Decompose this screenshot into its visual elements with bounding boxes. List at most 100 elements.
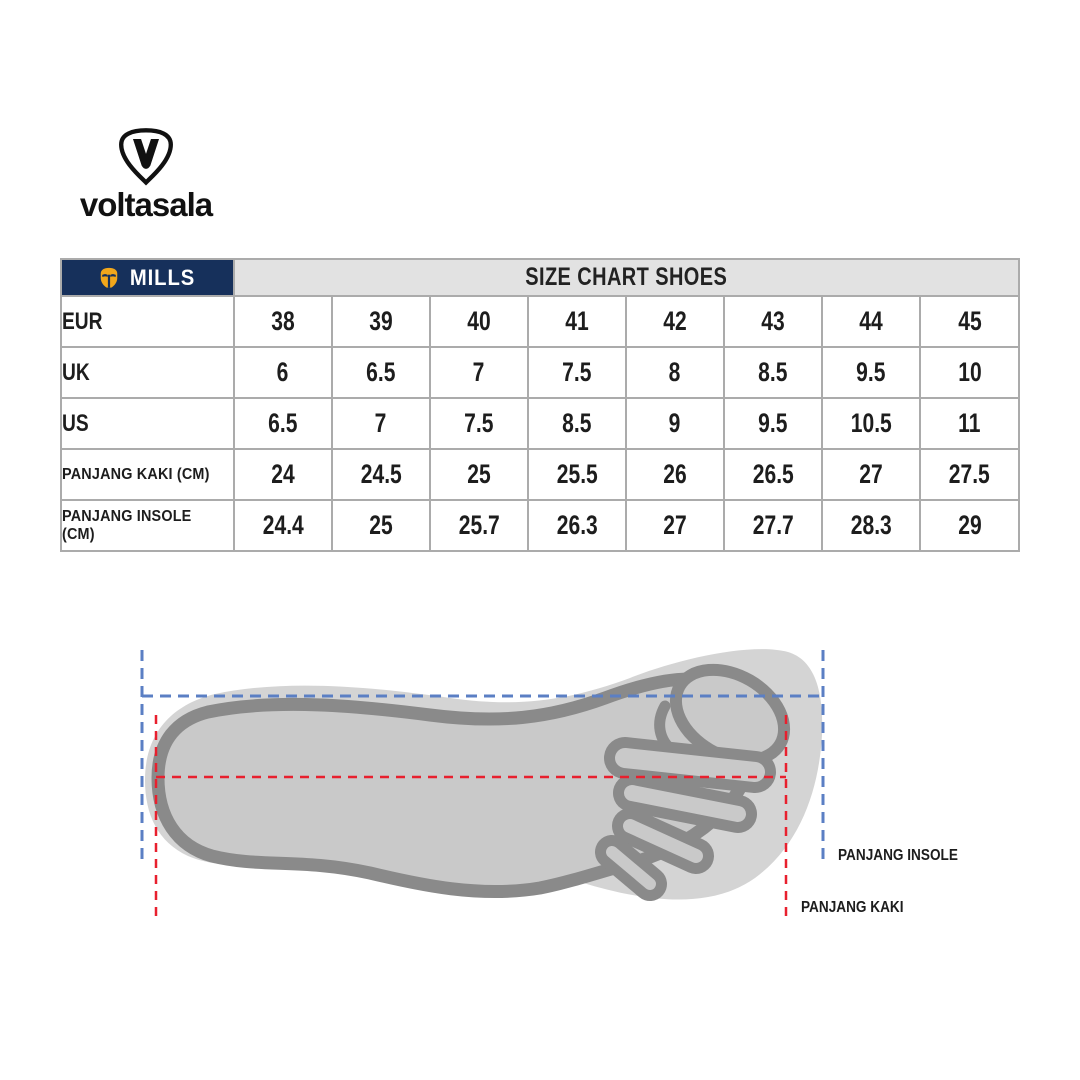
size-value: 8.5 <box>562 408 592 438</box>
size-value: 10 <box>957 357 982 387</box>
size-cell: 27 <box>625 499 725 552</box>
size-cell: 25 <box>429 448 529 501</box>
toe-3-fill <box>624 785 746 822</box>
size-cell: 24.4 <box>233 499 333 552</box>
size-cell: 7.5 <box>527 346 627 399</box>
size-value: 11 <box>958 408 981 438</box>
table-header-row: MILLS SIZE CHART SHOES <box>60 258 1021 297</box>
size-value: 29 <box>957 510 982 540</box>
size-value: 40 <box>467 306 491 336</box>
size-value: 7.5 <box>562 357 592 387</box>
size-cell: 40 <box>429 295 529 348</box>
size-cell: 27 <box>821 448 921 501</box>
row-label: PANJANG INSOLE (CM) <box>62 507 192 543</box>
size-cell: 45 <box>918 295 1021 348</box>
size-value: 25 <box>467 459 491 489</box>
voltasala-logo: voltasala <box>55 120 245 230</box>
size-cell: 9.5 <box>821 346 921 399</box>
toe-2-fill <box>615 748 765 782</box>
size-value: 45 <box>957 306 982 336</box>
size-cell: 27.5 <box>918 448 1021 501</box>
size-value: 7 <box>375 408 387 438</box>
row-label: US <box>62 409 89 437</box>
size-cell: 25.7 <box>429 499 529 552</box>
size-value: 9 <box>669 408 681 438</box>
size-cell: 25 <box>331 499 431 552</box>
size-cell: 8.5 <box>723 346 823 399</box>
size-value: 24 <box>271 459 295 489</box>
size-value: 27 <box>859 459 883 489</box>
size-value: 24.5 <box>360 459 402 489</box>
size-cell: 6.5 <box>331 346 431 399</box>
helmet-icon <box>100 267 117 288</box>
row-label: PANJANG KAKI (CM) <box>62 465 210 483</box>
size-cell: 9.5 <box>723 397 823 450</box>
size-cell: 6 <box>233 346 333 399</box>
insole-length-label: PANJANG INSOLE <box>838 847 958 864</box>
size-value: 6.5 <box>268 408 298 438</box>
size-cell: 8 <box>625 346 725 399</box>
size-value: 6.5 <box>366 357 396 387</box>
toe-4-fill <box>623 819 703 863</box>
size-value: 25.5 <box>556 459 598 489</box>
size-cell: 28.3 <box>821 499 921 552</box>
size-value: 41 <box>565 306 589 336</box>
table-row-panjang-insole: PANJANG INSOLE (CM) 24.4 25 25.7 26.3 27… <box>60 499 1021 552</box>
size-cell: 26.5 <box>723 448 823 501</box>
size-cell: 24 <box>233 448 333 501</box>
table-row-panjang-kaki: PANJANG KAKI (CM) 24 24.5 25 25.5 26 26.… <box>60 448 1021 501</box>
size-cell: 10 <box>918 346 1021 399</box>
size-value: 9.5 <box>856 357 886 387</box>
size-cell: 7 <box>331 397 431 450</box>
size-value: 6 <box>277 357 289 387</box>
size-cell: 39 <box>331 295 431 348</box>
brand-label: MILLS <box>129 264 195 290</box>
size-value: 8.5 <box>758 357 788 387</box>
table-row-uk: UK 6 6.5 7 7.5 8 8.5 9.5 10 <box>60 346 1021 399</box>
row-label-cell: EUR <box>60 295 235 348</box>
size-value: 7 <box>473 357 485 387</box>
toe-5-fill <box>606 846 656 890</box>
table-row-us: US 6.5 7 7.5 8.5 9 9.5 10.5 11 <box>60 397 1021 450</box>
size-value: 28.3 <box>850 510 892 540</box>
size-value: 26.3 <box>556 510 598 540</box>
size-cell: 11 <box>918 397 1021 450</box>
size-cell: 29 <box>918 499 1021 552</box>
size-cell: 8.5 <box>527 397 627 450</box>
table-row-eur: EUR 38 39 40 41 42 43 44 45 <box>60 295 1021 348</box>
row-label-cell: PANJANG KAKI (CM) <box>60 448 235 501</box>
size-cell: 24.5 <box>331 448 431 501</box>
size-value: 27 <box>663 510 687 540</box>
size-cell: 38 <box>233 295 333 348</box>
size-cell: 41 <box>527 295 627 348</box>
row-label-cell: US <box>60 397 235 450</box>
size-value: 44 <box>859 306 883 336</box>
size-cell: 10.5 <box>821 397 921 450</box>
size-cell: 26 <box>625 448 725 501</box>
size-cell: 6.5 <box>233 397 333 450</box>
row-label: UK <box>62 358 90 386</box>
size-value: 7.5 <box>464 408 494 438</box>
row-label-cell: PANJANG INSOLE (CM) <box>60 499 235 552</box>
size-chart-table: MILLS SIZE CHART SHOES EUR 38 39 40 41 4… <box>60 258 1021 552</box>
size-value: 25 <box>369 510 393 540</box>
size-cell: 25.5 <box>527 448 627 501</box>
row-label-cell: UK <box>60 346 235 399</box>
size-cell: 27.7 <box>723 499 823 552</box>
size-cell: 26.3 <box>527 499 627 552</box>
size-cell: 9 <box>625 397 725 450</box>
size-cell: 7 <box>429 346 529 399</box>
size-value: 42 <box>663 306 687 336</box>
brand-cell: MILLS <box>60 258 235 297</box>
size-cell: 44 <box>821 295 921 348</box>
size-value: 39 <box>369 306 393 336</box>
size-cell: 42 <box>625 295 725 348</box>
size-value: 38 <box>271 306 295 336</box>
size-cell: 43 <box>723 295 823 348</box>
size-value: 26 <box>663 459 687 489</box>
size-value: 27.7 <box>752 510 794 540</box>
foot-measurement-diagram <box>140 649 825 917</box>
size-value: 10.5 <box>850 408 892 438</box>
table-title: SIZE CHART SHOES <box>525 263 728 291</box>
